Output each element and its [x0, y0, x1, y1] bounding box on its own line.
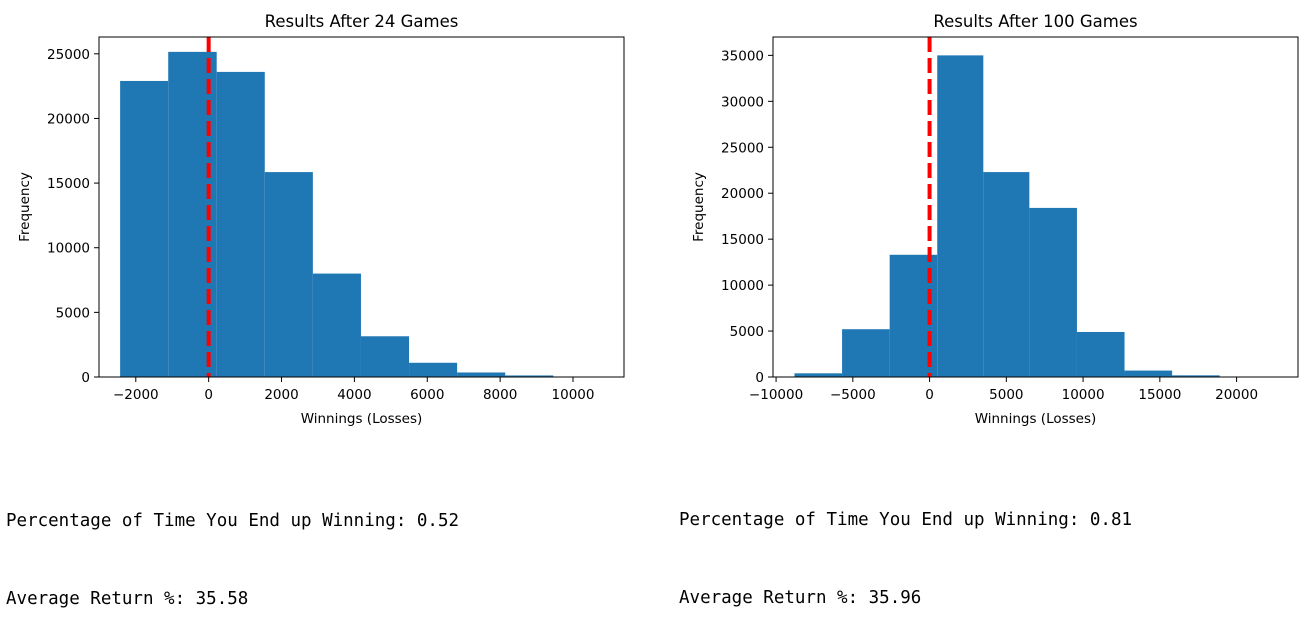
output-24-games: Percentage of Time You End up Winning: 0…: [6, 456, 459, 638]
x-tick-label: −10000: [749, 387, 803, 403]
histogram-bar: [120, 81, 168, 377]
histogram-bar: [313, 274, 361, 377]
y-axis-label: Frequency: [17, 172, 33, 242]
histogram-bar: [361, 336, 409, 377]
histogram-bar: [409, 363, 457, 377]
x-tick-label: 10000: [552, 387, 595, 403]
histogram-100-games: Results After 100 Games Frequency Winnin…: [660, 0, 1311, 440]
y-tick-label: 15000: [721, 232, 764, 248]
y-tick-label: 5000: [730, 324, 764, 340]
x-tick-label: −2000: [113, 387, 159, 403]
x-tick-label: 10000: [1062, 387, 1105, 403]
y-tick-label: 25000: [47, 47, 90, 63]
output-100-games: Percentage of Time You End up Winning: 0…: [679, 455, 1132, 637]
x-tick-label: 0: [204, 387, 213, 403]
histogram-bar: [794, 373, 842, 377]
histogram-bar: [983, 172, 1029, 377]
histogram-bar: [217, 72, 265, 377]
win-percentage-text: Percentage of Time You End up Winning: 0…: [6, 508, 459, 534]
histogram-bar: [842, 329, 890, 377]
y-tick-label: 15000: [47, 176, 90, 192]
histogram-bar: [1077, 332, 1125, 377]
y-axis-label: Frequency: [691, 172, 707, 242]
histogram-bar: [937, 55, 983, 377]
x-tick-label: 15000: [1138, 387, 1181, 403]
chart-title: Results After 24 Games: [265, 12, 459, 31]
y-tick-label: 20000: [721, 186, 764, 202]
histogram-bar: [265, 172, 313, 377]
average-return-text: Average Return %: 35.96: [679, 585, 1132, 611]
y-tick-label: 5000: [56, 305, 90, 321]
x-tick-label: 6000: [410, 387, 444, 403]
y-tick-label: 20000: [47, 111, 90, 127]
histogram-bar: [1125, 371, 1173, 377]
y-tick-label: 0: [755, 370, 764, 386]
y-tick-label: 10000: [47, 241, 90, 257]
y-tick-label: 0: [81, 370, 90, 386]
x-tick-label: 2000: [264, 387, 298, 403]
y-tick-label: 25000: [721, 140, 764, 156]
x-tick-label: 4000: [337, 387, 371, 403]
x-axis-label: Winnings (Losses): [301, 411, 423, 427]
histogram-24-games: Results After 24 Games Frequency Winning…: [0, 0, 640, 440]
x-axis-label: Winnings (Losses): [975, 411, 1097, 427]
x-tick-label: 8000: [483, 387, 517, 403]
x-tick-label: 20000: [1215, 387, 1258, 403]
x-tick-label: 5000: [989, 387, 1023, 403]
y-tick-label: 30000: [721, 94, 764, 110]
win-percentage-text: Percentage of Time You End up Winning: 0…: [679, 507, 1132, 533]
histogram-bar: [1029, 208, 1077, 377]
y-tick-label: 35000: [721, 48, 764, 64]
average-return-text: Average Return %: 35.58: [6, 586, 459, 612]
x-tick-label: −5000: [830, 387, 876, 403]
y-tick-label: 10000: [721, 278, 764, 294]
histogram-bar: [457, 372, 505, 377]
x-tick-label: 0: [925, 387, 934, 403]
chart-title: Results After 100 Games: [933, 12, 1137, 31]
